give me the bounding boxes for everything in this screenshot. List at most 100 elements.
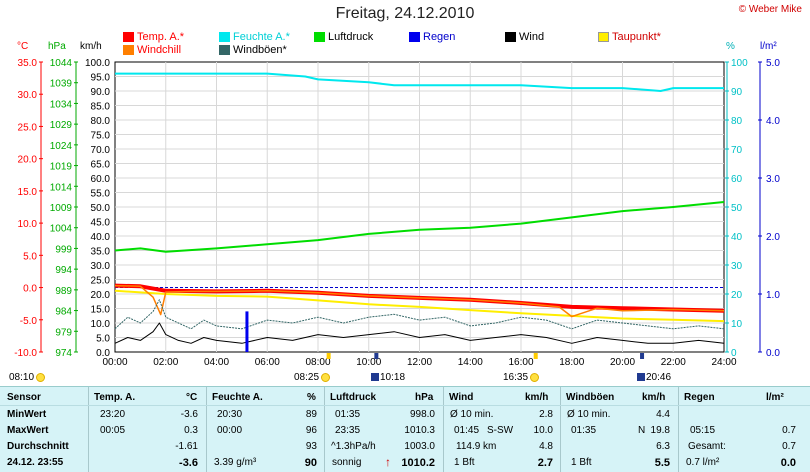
- temp-value: -3.6: [179, 457, 198, 469]
- wind-axis-label: 95.0: [91, 73, 111, 84]
- rain-value: 0.0: [780, 457, 796, 469]
- humidity-axis-label: 60: [731, 174, 743, 185]
- gust-value: 4.4: [656, 409, 670, 420]
- x-tick-label: 14:00: [458, 357, 483, 368]
- rain-bar: [245, 311, 249, 352]
- rain-axis-label: 2.0: [766, 232, 780, 243]
- moonrise-marker: 20:46: [637, 372, 671, 383]
- wind-distance: 114.9 km: [456, 441, 497, 452]
- x-tick-label: 02:00: [153, 357, 178, 368]
- panel-divider: [206, 387, 207, 472]
- sun-icon: [36, 372, 46, 382]
- temp-axis-label: -10.0: [14, 348, 37, 359]
- pressure-axis-label: 979: [55, 327, 72, 338]
- pressure-axis-label: 1044: [50, 58, 73, 69]
- x-tick-label: 18:00: [559, 357, 584, 368]
- sunrise-marker: 08:25: [294, 372, 331, 383]
- hum-value: 96: [305, 425, 317, 436]
- wind-axis-label: 45.0: [91, 218, 111, 229]
- hdr-temp-unit: °C: [186, 392, 198, 403]
- press-trend: ^1.3hPa/h: [331, 441, 376, 452]
- rain-value: 0.7: [782, 425, 796, 436]
- temp-axis-label: 10.0: [18, 219, 38, 230]
- hdr-rain-unit: l/m²: [766, 392, 784, 403]
- gust-time: 01:35: [571, 425, 597, 436]
- temp-axis-label: 0.0: [23, 284, 37, 295]
- legend-wind: Wind: [505, 31, 544, 43]
- humidity-axis-label: 30: [731, 261, 743, 272]
- rain-axis-label: 5.0: [766, 58, 780, 69]
- legend-gust-swatch: [219, 45, 230, 55]
- temp-value: 0.3: [184, 425, 198, 436]
- hdr-hum-unit: %: [307, 392, 316, 403]
- wind-axis-label: 90.0: [91, 87, 111, 98]
- legend-windchill: Windchill: [123, 44, 181, 56]
- x-tick-label: 20:00: [610, 357, 635, 368]
- sunset-icon: [530, 372, 540, 382]
- wind-axis-label: 25.0: [91, 276, 111, 287]
- press-value: 1003.0: [404, 441, 435, 452]
- wind-axis-label: 10.0: [91, 319, 111, 330]
- hdr-wind-unit: km/h: [525, 392, 549, 403]
- legend-dewpoint-label: Taupunkt*: [612, 31, 661, 43]
- unit-rain: l/m²: [760, 41, 777, 52]
- pressure-axis-label: 989: [55, 286, 72, 297]
- hdr-gust: Windböen: [566, 392, 615, 403]
- x-tick-label: 00:00: [102, 357, 127, 368]
- rain-today: 0.7 l/m²: [686, 457, 720, 468]
- wind-axis-label: 30.0: [91, 261, 111, 272]
- moonrise-label: 20:46: [646, 372, 672, 383]
- rain-value: 0.7: [782, 441, 796, 452]
- rain-time: 05:15: [690, 425, 716, 436]
- humidity-axis-label: 70: [731, 145, 743, 156]
- copyright-link[interactable]: © Weber Mike: [738, 4, 802, 15]
- series-line-feuchtea: [115, 72, 724, 92]
- temp-time: 23:20: [100, 409, 126, 420]
- panel-row-divider: [0, 405, 810, 406]
- sunrise-label: 08:25: [294, 372, 320, 383]
- wind-axis-label: 60.0: [91, 174, 111, 185]
- gust-time: Ø 10 min.: [567, 409, 611, 420]
- pressure-axis-label: 984: [55, 307, 72, 318]
- humidity-axis-label: 10: [731, 319, 743, 330]
- wind-value: 2.7: [537, 457, 553, 469]
- legend-humidity-label: Feuchte A.*: [233, 31, 290, 43]
- weather-state: sonnig: [332, 457, 362, 468]
- temp-axis-label: 30.0: [18, 90, 38, 101]
- pressure-axis-label: 1034: [50, 99, 73, 110]
- x-tick-label: 22:00: [661, 357, 686, 368]
- pressure-axis-label: 999: [55, 244, 72, 255]
- hdr-gust-unit: km/h: [642, 392, 666, 403]
- hum-value: 93: [305, 441, 317, 452]
- legend-dewpoint: Taupunkt*: [598, 31, 661, 43]
- legend-rain-swatch: [409, 32, 420, 42]
- hum-time: 00:00: [217, 425, 243, 436]
- hdr-press: Luftdruck: [330, 392, 377, 403]
- rain-total-label: Gesamt:: [688, 441, 726, 452]
- unit-pressure: hPa: [48, 41, 66, 52]
- temp-axis-label: -5.0: [20, 316, 38, 327]
- pressure-axis-label: 1039: [50, 79, 73, 90]
- wind-axis-label: 15.0: [91, 305, 111, 316]
- temp-time: 00:05: [100, 425, 126, 436]
- legend-temp-swatch: [123, 32, 134, 42]
- pressure-axis-label: 974: [55, 348, 72, 359]
- x-tick-label: 24:00: [711, 357, 736, 368]
- pressure-axis-label: 1004: [50, 224, 73, 235]
- press-time: 23:35: [335, 425, 361, 436]
- legend-windchill-swatch: [123, 45, 134, 55]
- wind-axis-label: 75.0: [91, 131, 111, 142]
- pressure-axis-label: 1009: [50, 203, 73, 214]
- start-time-label: 08:10: [9, 372, 35, 383]
- hdr-temp: Temp. A.: [94, 392, 136, 403]
- humidity-axis-label: 90: [731, 87, 743, 98]
- moon-icon: [371, 373, 379, 382]
- legend-wind-swatch: [505, 32, 516, 42]
- gust-direction: N: [638, 425, 646, 436]
- trend-up-icon: ↑: [385, 455, 391, 469]
- hdr-press-unit: hPa: [415, 392, 434, 403]
- astro-tick: [533, 353, 538, 359]
- pressure-axis-label: 1029: [50, 120, 73, 131]
- hdr-hum: Feuchte A.: [212, 392, 263, 403]
- unit-temp: °C: [17, 41, 29, 52]
